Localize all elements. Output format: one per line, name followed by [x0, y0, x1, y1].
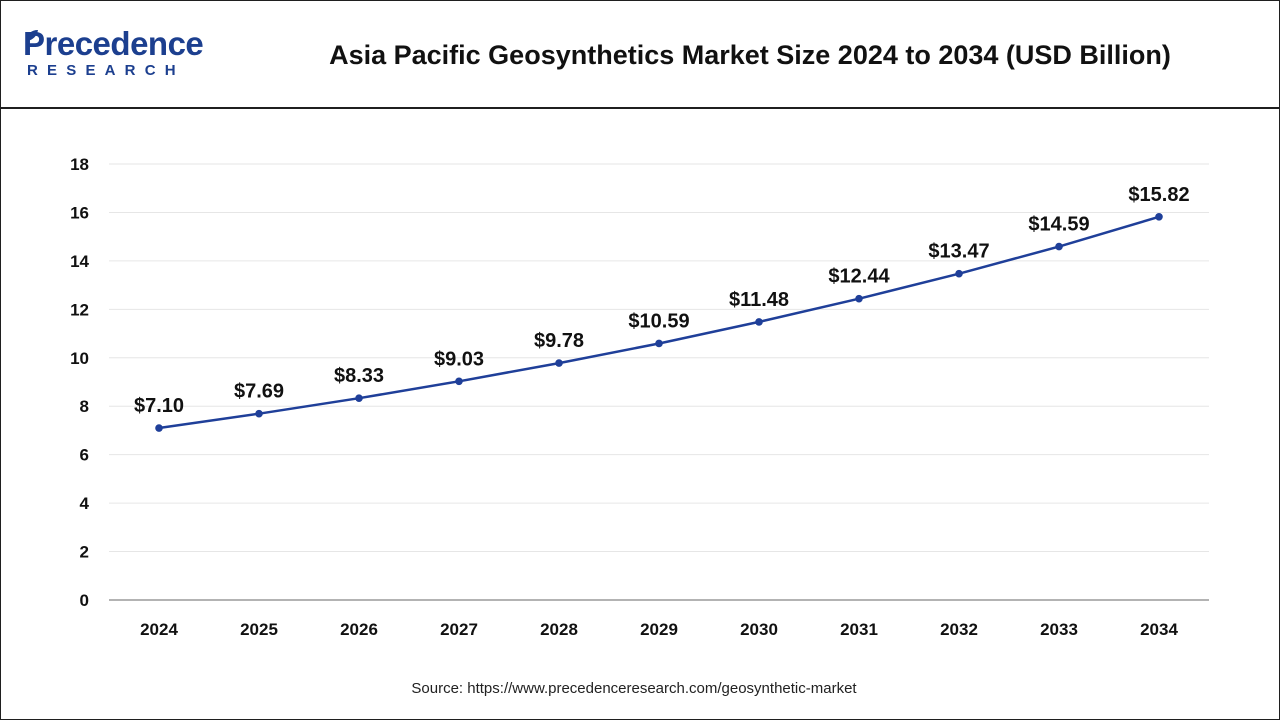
x-tick-label: 2027 — [440, 620, 478, 639]
data-point — [455, 377, 463, 386]
y-tick-label: 8 — [80, 397, 89, 416]
data-label: $12.44 — [828, 266, 890, 288]
data-point — [255, 409, 263, 418]
data-label: $9.03 — [434, 348, 484, 370]
y-tick-label: 18 — [70, 155, 89, 174]
x-tick-label: 2033 — [1040, 620, 1078, 639]
y-tick-label: 0 — [80, 591, 89, 610]
logo: Precedence RESEARCH — [23, 27, 223, 83]
leaf-icon — [27, 30, 38, 41]
data-label: $10.59 — [628, 310, 689, 332]
data-point — [1155, 213, 1163, 221]
data-point — [955, 269, 963, 278]
x-tick-label: 2032 — [940, 620, 978, 639]
x-tick-label: 2024 — [140, 620, 178, 639]
logo-wordmark: Precedence — [23, 25, 204, 62]
y-tick-label: 10 — [70, 349, 89, 368]
data-label: $9.78 — [534, 330, 584, 352]
x-tick-label: 2031 — [840, 620, 878, 639]
y-tick-label: 4 — [80, 494, 90, 513]
data-point — [1055, 242, 1063, 251]
data-label: $8.33 — [334, 365, 384, 387]
data-label: $14.59 — [1028, 214, 1089, 236]
y-tick-label: 12 — [70, 300, 89, 319]
data-label: $7.69 — [234, 381, 284, 403]
data-labels: $7.10 $7.69 $8.33 $9.03 $9.78 $10.59 $11.48 $12… — [134, 184, 1190, 417]
y-axis-ticks: 0 2 4 6 8 10 12 14 16 18 — [70, 155, 89, 610]
data-point — [555, 359, 563, 367]
line-chart: 0 2 4 6 8 10 12 14 16 18 2024 2025 2026 2027 2028 2029… — [70, 155, 1209, 639]
y-tick-label: 6 — [80, 446, 89, 465]
x-tick-label: 2025 — [240, 620, 278, 639]
data-label: $13.47 — [928, 241, 989, 263]
x-axis-ticks: 2024 2025 2026 2027 2028 2029 2030 2031 2032 2033… — [140, 620, 1178, 639]
data-points — [155, 213, 1163, 432]
data-label: $7.10 — [134, 395, 184, 417]
data-point — [355, 394, 363, 403]
grid-lines — [109, 163, 1209, 553]
x-tick-label: 2029 — [640, 620, 678, 639]
y-tick-label: 14 — [70, 252, 89, 271]
logo-tagline: RESEARCH — [27, 62, 185, 79]
header: Precedence RESEARCH Asia Pacific Geosynt… — [1, 1, 1279, 109]
data-point — [155, 424, 163, 432]
data-label: $15.82 — [1128, 184, 1189, 206]
x-tick-label: 2028 — [540, 620, 578, 639]
data-label: $11.48 — [729, 289, 789, 311]
data-point — [855, 294, 863, 303]
y-tick-label: 16 — [70, 203, 89, 222]
x-tick-label: 2026 — [340, 620, 378, 639]
x-tick-label: 2034 — [1140, 620, 1178, 639]
x-tick-label: 2030 — [740, 620, 778, 639]
chart-title: Asia Pacific Geosynthetics Market Size 2… — [329, 40, 1171, 70]
data-point — [755, 318, 763, 326]
source-note: Source: https://www.precedenceresearch.c… — [411, 680, 857, 697]
data-point — [655, 339, 663, 348]
y-tick-label: 2 — [80, 543, 89, 562]
